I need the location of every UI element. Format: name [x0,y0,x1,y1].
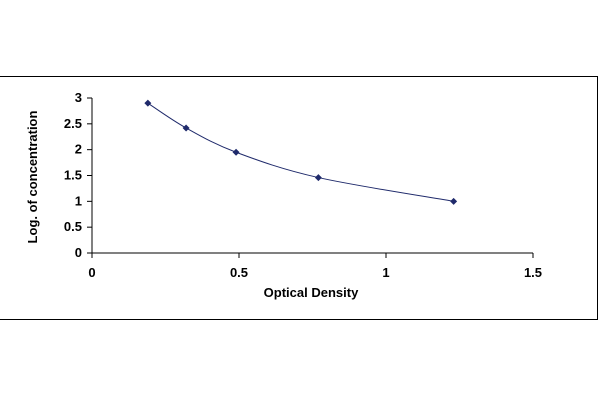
y-tick-label: 1.5 [64,168,82,183]
axes: 0 0.5 1 1.5 2 2.5 3 0 0.5 1 1.5 [64,90,542,280]
x-tick-label: 0.5 [230,265,248,280]
x-tick-label: 1 [382,265,389,280]
y-tick-label: 1 [75,193,82,208]
fit-curve [147,102,454,202]
y-tick-label: 3 [75,90,82,105]
y-axis-title: Log. of concentration [25,111,40,244]
x-tick-label: 0 [88,265,95,280]
points-layer [144,99,458,205]
data-point [450,197,458,205]
data-point [232,148,240,156]
data-point [182,124,190,132]
data-point [314,174,322,182]
y-tick-label: 0 [75,245,82,260]
x-axis-title: Optical Density [264,285,359,300]
curve-layer [147,102,454,202]
x-tick-label: 1.5 [524,265,542,280]
chart-frame: 0 0.5 1 1.5 2 2.5 3 0 0.5 1 1.5 Optical Density Lo… [0,76,598,320]
y-tick-label: 2 [75,142,82,157]
y-tick-label: 0.5 [64,219,82,234]
chart-plot: 0 0.5 1 1.5 2 2.5 3 0 0.5 1 1.5 Optical Density Lo… [25,90,542,300]
data-point [144,99,152,107]
y-tick-label: 2.5 [64,116,82,131]
